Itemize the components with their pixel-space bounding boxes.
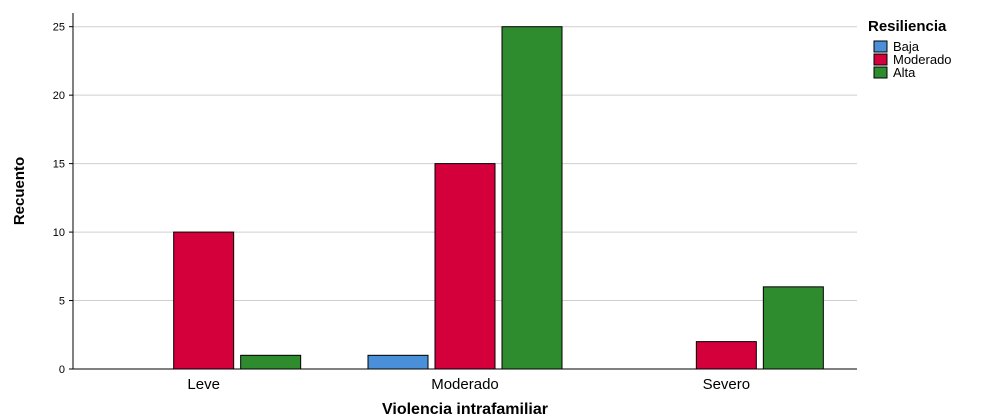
- y-tick-labels: 0 5 10 15 20 25: [53, 22, 73, 376]
- y-axis-title: Recuento: [11, 157, 28, 225]
- y-tick-label: 5: [59, 296, 65, 308]
- bar-moderado-leve: [173, 231, 235, 370]
- x-category-label: Severo: [703, 376, 751, 393]
- x-category-label: Leve: [187, 376, 220, 393]
- legend-label-baja: Baja: [893, 39, 920, 54]
- legend-swatch-baja: [873, 40, 888, 53]
- y-tick-label: 0: [59, 364, 65, 376]
- legend-title: Resiliencia: [868, 18, 947, 35]
- x-category-labels: Leve Moderado Severo: [187, 376, 750, 393]
- legend-swatch-moderado: [873, 53, 888, 66]
- y-tick-label: 20: [53, 90, 65, 102]
- legend-label-alta: Alta: [893, 65, 916, 80]
- x-axis-title: Violencia intrafamiliar: [382, 401, 548, 418]
- bar-alta-leve: [240, 354, 302, 370]
- bar-alta-severo: [762, 286, 824, 370]
- axes: [72, 13, 857, 370]
- bar-baja-moderado: [367, 354, 429, 370]
- y-tick-label: 15: [53, 159, 65, 171]
- y-tick-label: 25: [53, 22, 65, 34]
- bar-moderado-severo: [695, 341, 757, 370]
- bar-moderado-moderado: [434, 163, 496, 370]
- legend-label-moderado: Moderado: [893, 52, 952, 67]
- x-category-label: Moderado: [431, 376, 499, 393]
- legend-swatch-alta: [873, 66, 888, 79]
- bar-alta-moderado: [501, 26, 563, 370]
- y-tick-label: 10: [53, 227, 65, 239]
- bars: [173, 26, 824, 370]
